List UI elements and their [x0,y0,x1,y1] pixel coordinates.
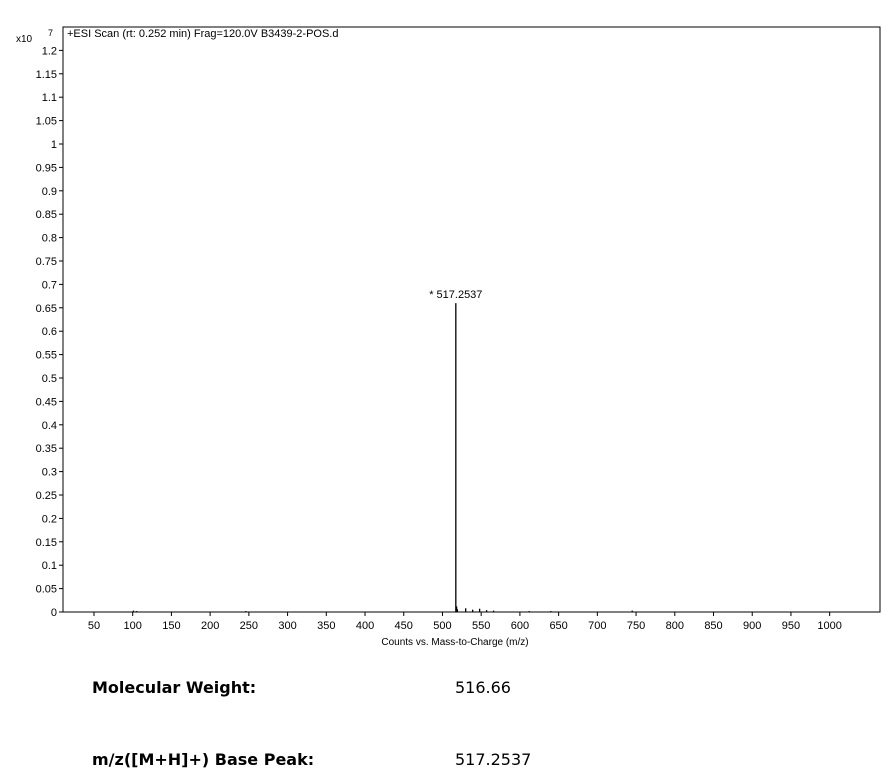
y-multiplier: x10 [16,34,33,45]
y-multiplier-exponent: 7 [48,28,53,38]
property-label: m/z([M+H]+) Base Peak: [92,750,315,769]
x-tick-label: 50 [88,620,100,632]
y-tick-label: 0.75 [36,256,57,268]
y-tick-label: 0.6 [42,326,57,338]
y-tick-label: 0.55 [36,350,57,362]
x-tick-label: 600 [511,620,529,632]
y-tick-label: 0.35 [36,443,57,455]
x-tick-label: 200 [201,620,219,632]
x-tick-label: 350 [317,620,335,632]
y-tick-label: 0.7 [42,279,57,291]
y-tick-label: 0.85 [36,209,57,221]
y-tick-label: 1.05 [36,116,57,128]
peak-label: * 517.2537 [429,289,482,301]
x-tick-label: 100 [124,620,142,632]
y-tick-label: 0.4 [42,420,57,432]
x-tick-label: 1000 [817,620,841,632]
property-value: 517.2537 [455,750,532,769]
y-tick-label: 0.05 [36,584,57,596]
y-tick-label: 0.2 [42,513,57,525]
y-tick-label: 0.5 [42,373,57,385]
x-tick-label: 700 [588,620,606,632]
y-tick-label: 0.45 [36,396,57,408]
y-tick-label: 1 [51,139,57,151]
chart-title: +ESI Scan (rt: 0.252 min) Frag=120.0V B3… [67,28,338,40]
y-tick-label: 0.1 [42,560,57,572]
x-tick-label: 850 [704,620,722,632]
y-tick-label: 0.15 [36,537,57,549]
y-tick-label: 0.95 [36,162,57,174]
y-tick-label: 0.9 [42,186,57,198]
property-value: 516.66 [455,678,511,697]
y-tick-label: 0.25 [36,490,57,502]
x-tick-label: 750 [627,620,645,632]
y-tick-label: 0.65 [36,303,57,315]
y-tick-label: 0 [51,607,57,619]
x-axis-label: Counts vs. Mass-to-Charge (m/z) [381,637,528,648]
y-tick-label: 1.1 [42,92,57,104]
x-tick-label: 550 [472,620,490,632]
y-tick-label: 1.2 [42,45,57,57]
x-tick-label: 650 [549,620,567,632]
y-tick-label: 0.3 [42,467,57,479]
x-tick-label: 400 [356,620,374,632]
property-label: Molecular Weight: [92,678,257,697]
x-tick-label: 950 [782,620,800,632]
x-tick-label: 250 [240,620,258,632]
y-tick-label: 1.15 [36,69,57,81]
x-tick-label: 300 [278,620,296,632]
x-tick-label: 450 [395,620,413,632]
x-tick-label: 800 [666,620,684,632]
plot-frame [62,26,881,613]
x-tick-label: 500 [433,620,451,632]
chart: +ESI Scan (rt: 0.252 min) Frag=120.0V B3… [16,26,881,648]
x-tick-label: 900 [743,620,761,632]
y-tick-label: 0.8 [42,233,57,245]
x-tick-label: 150 [162,620,180,632]
